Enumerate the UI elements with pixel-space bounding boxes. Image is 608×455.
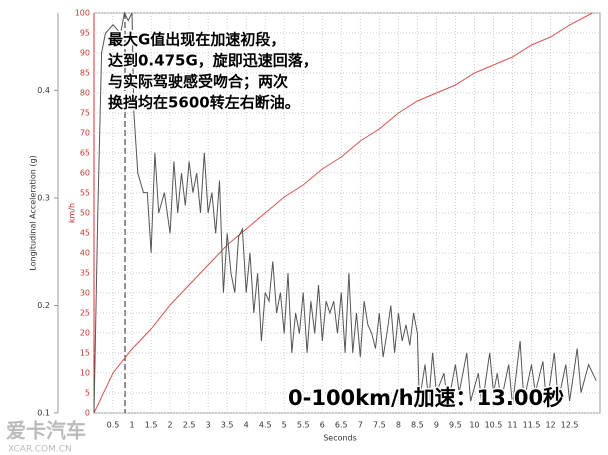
y-tick-label: 55 xyxy=(80,189,90,198)
x-tick-label: 4.5 xyxy=(259,421,272,430)
y-tick-label: 95 xyxy=(80,29,90,38)
x-tick-label: 3.5 xyxy=(221,421,234,430)
y2-tick-label: 0.4 xyxy=(37,86,50,95)
data-line xyxy=(93,12,593,414)
annotation: 与实际驾驶感受吻合；两次 xyxy=(108,73,288,91)
y-tick-label: 80 xyxy=(80,89,90,98)
x-tick-label: 10 xyxy=(469,421,479,430)
x-tick-label: 5.5 xyxy=(297,421,310,430)
x-tick-label: 1 xyxy=(129,421,134,430)
watermark: XCAR.COM.CN xyxy=(8,445,72,455)
y2-axis-title: Longitudinal Acceleration (g) xyxy=(29,155,38,270)
x-tick-label: 12.5 xyxy=(561,421,579,430)
annotation: 达到0.475G，旋即迅速回落， xyxy=(108,52,318,70)
x-tick-label: 7.5 xyxy=(373,421,386,430)
x-tick-label: 8 xyxy=(396,421,401,430)
y-tick-label: 10 xyxy=(80,369,90,378)
x-tick-label: 0.5 xyxy=(107,421,120,430)
y-tick-label: 35 xyxy=(80,269,90,278)
data-line xyxy=(93,11,597,414)
x-tick-label: 9 xyxy=(434,421,439,430)
x-axis-title: Seconds xyxy=(323,434,357,443)
x-tick-label: 2.5 xyxy=(183,421,196,430)
x-tick-label: 8.5 xyxy=(411,421,424,430)
x-tick-label: 7 xyxy=(358,421,363,430)
x-tick-label: 5 xyxy=(282,421,287,430)
y2-tick-label: 0.2 xyxy=(37,301,50,310)
x-tick-label: 1.5 xyxy=(145,421,158,430)
y-tick-label: 15 xyxy=(80,349,90,358)
x-tick-label: 11.5 xyxy=(523,421,541,430)
x-tick-label: 6 xyxy=(320,421,325,430)
y-tick-label: 85 xyxy=(80,69,90,78)
y-tick-label: 70 xyxy=(80,129,90,138)
y-tick-label: 60 xyxy=(80,169,90,178)
y2-tick-label: 0.3 xyxy=(37,193,50,202)
annotation: 最大G值出现在加速初段， xyxy=(108,31,285,49)
y-axis-title: km/h xyxy=(68,203,77,223)
x-tick-label: 3 xyxy=(206,421,211,430)
x-tick-label: 11 xyxy=(507,421,517,430)
x-tick-label: 4 xyxy=(244,421,249,430)
y-tick-label: 45 xyxy=(80,229,90,238)
x-tick-label: 10.5 xyxy=(485,421,503,430)
y-tick-label: 65 xyxy=(80,149,90,158)
y-tick-label: 100 xyxy=(75,9,90,18)
y-tick-label: 30 xyxy=(80,289,90,298)
result-label: 0-100km/h加速：13.00秒 xyxy=(288,386,564,410)
watermark: 爱卡汽车 xyxy=(6,419,86,443)
y-tick-label: 75 xyxy=(80,109,90,118)
y-tick-label: 20 xyxy=(80,329,90,338)
annotation: 换挡均在5600转左右断油。 xyxy=(108,94,300,112)
x-tick-label: 12 xyxy=(545,421,555,430)
y-tick-label: 50 xyxy=(80,209,90,218)
y-tick-label: 90 xyxy=(80,49,90,58)
y-tick-label: 5 xyxy=(85,389,90,398)
y-tick-label: 0 xyxy=(85,409,90,418)
y-tick-label: 40 xyxy=(80,249,90,258)
x-tick-label: 9.5 xyxy=(449,421,462,430)
x-tick-label: 2 xyxy=(168,421,173,430)
x-tick-label: 6.5 xyxy=(335,421,348,430)
y-tick-label: 25 xyxy=(80,309,90,318)
y2-tick-label: 0.1 xyxy=(37,409,50,418)
